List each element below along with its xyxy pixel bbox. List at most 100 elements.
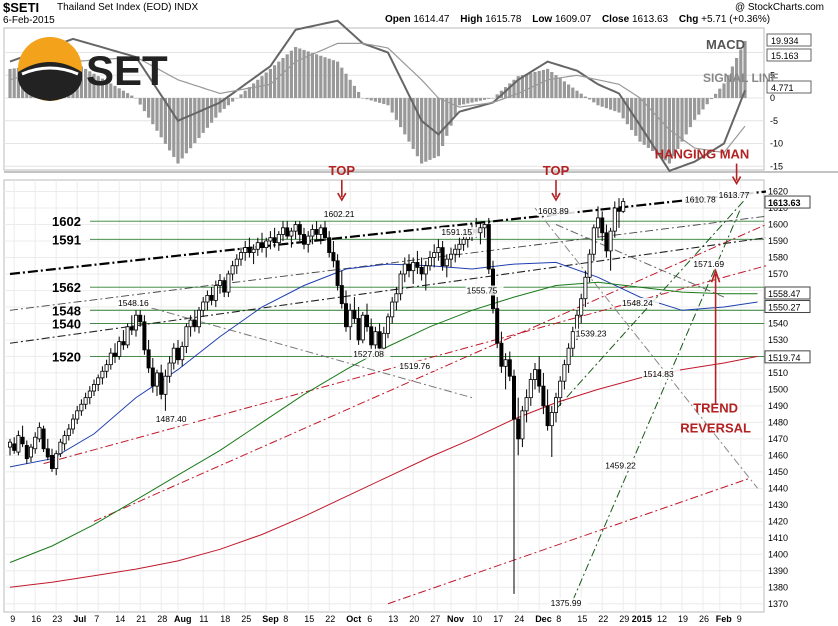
candle-body <box>121 341 126 346</box>
macd-histogram-bar <box>617 98 621 113</box>
right-value-box <box>764 350 811 364</box>
x-tick-label: 26 <box>699 614 709 624</box>
y-tick-label: 1420 <box>768 516 788 526</box>
candle-body <box>255 242 260 250</box>
candle-body <box>289 230 294 237</box>
change-readout: Chg +5.71 (+0.36%) <box>678 14 771 25</box>
candle-body <box>113 352 118 357</box>
candle-body <box>62 435 67 445</box>
macd-histogram-bar <box>159 98 163 138</box>
candle-body <box>50 454 55 469</box>
signal-line-label: SIGNAL LINE <box>703 71 779 85</box>
x-tick-label: 15 <box>304 614 314 624</box>
macd-histogram-bar <box>344 73 348 98</box>
candle-body <box>512 375 517 420</box>
macd-histogram-bar <box>420 98 424 164</box>
macd-histogram-bar <box>600 98 604 107</box>
macd-histogram-bar <box>365 98 369 100</box>
macd-histogram-bar <box>525 74 529 98</box>
macd-histogram-bar <box>726 74 730 98</box>
macd-histogram-bar <box>189 98 193 149</box>
candle-body <box>570 331 575 349</box>
macd-tick-label: 0 <box>770 93 775 103</box>
x-tick-label: 9 <box>10 614 15 624</box>
macd-histogram-bar <box>487 98 491 99</box>
right-value-text: 1558.47 <box>768 289 801 299</box>
macd-histogram-bar <box>378 98 382 103</box>
candle-body <box>524 397 529 412</box>
price-label-bg <box>154 414 193 425</box>
right-value-box <box>764 195 811 209</box>
right-value-text: 1613.63 <box>768 198 801 208</box>
y-tick-label: 1530 <box>768 335 788 345</box>
candle-body <box>495 308 500 344</box>
macd-histogram-bar <box>281 57 285 98</box>
candle-body <box>180 346 185 361</box>
price-label-bg <box>642 368 680 379</box>
candle-body <box>554 397 559 413</box>
candle-body <box>600 217 605 234</box>
candle-body <box>226 273 231 293</box>
macd-histogram-bar <box>285 54 289 98</box>
macd-histogram-bar <box>155 98 159 131</box>
macd-histogram-bar <box>588 98 592 100</box>
macd-histogram-bar <box>462 98 466 105</box>
candle-body <box>171 347 176 364</box>
credit-text: @ StockCharts.com <box>734 2 824 13</box>
x-tick-label: 21 <box>136 614 146 624</box>
macd-histogram-bar <box>84 68 88 98</box>
macd-histogram-bar <box>407 98 411 142</box>
axes: 1370138013901400141014201430144014501460… <box>10 187 811 624</box>
x-tick-label: 22 <box>598 614 608 624</box>
macd-histogram-bar <box>453 98 457 116</box>
macd-histogram-bar <box>315 54 319 98</box>
y-tick-label: 1460 <box>768 450 788 460</box>
chart-name: Thailand Set Index (EOD) INDX <box>57 2 198 13</box>
macd-histogram-bar <box>357 91 361 98</box>
macd-histogram-bar <box>369 98 373 101</box>
macd-histogram-bar <box>541 69 545 98</box>
macd-histogram-bar <box>310 52 314 98</box>
macd-histogram-bar <box>260 76 264 98</box>
macd-histogram-bar <box>701 98 705 110</box>
candle-body <box>482 224 487 229</box>
price-label: 1459.22 <box>605 461 636 471</box>
candle-body <box>360 314 365 341</box>
candle-body <box>579 298 584 316</box>
macd-histogram-bar <box>730 66 734 98</box>
candle-body <box>339 285 344 305</box>
candle-body <box>87 390 92 399</box>
price-label: 1548.24 <box>622 298 653 308</box>
candle-body <box>604 232 609 252</box>
macd-histogram-bar <box>386 98 390 106</box>
level-label: 1520 <box>52 349 81 364</box>
macd-histogram-bar <box>470 98 474 103</box>
candle-body <box>331 252 336 262</box>
macd-histogram-bar <box>596 98 600 106</box>
red-trend-line <box>93 224 767 522</box>
candle-body <box>558 380 563 399</box>
candle-body <box>92 384 97 392</box>
x-tick-label: 25 <box>241 614 251 624</box>
candle-body <box>419 266 424 275</box>
macd-histogram-bar <box>609 98 613 110</box>
macd-histogram-bar <box>625 98 629 125</box>
candle-body <box>54 453 59 469</box>
candle-body <box>327 237 332 253</box>
candle-body <box>356 318 361 341</box>
macd-tick-label: -15 <box>770 161 783 171</box>
macd-histogram-bar <box>567 84 571 98</box>
x-tick-label: 18 <box>220 614 230 624</box>
price-label: 1548.16 <box>118 298 149 308</box>
y-tick-label: 1390 <box>768 566 788 576</box>
candle-body <box>377 331 382 349</box>
macd-histogram-bar <box>642 98 646 145</box>
macd-histogram-bar <box>352 85 356 98</box>
candle-body <box>100 370 105 379</box>
candle-body <box>402 263 407 275</box>
candle-body <box>385 316 390 334</box>
price-label: 1571.69 <box>693 259 724 269</box>
candle-body <box>411 262 416 272</box>
macd-tick-label: -10 <box>770 139 783 149</box>
